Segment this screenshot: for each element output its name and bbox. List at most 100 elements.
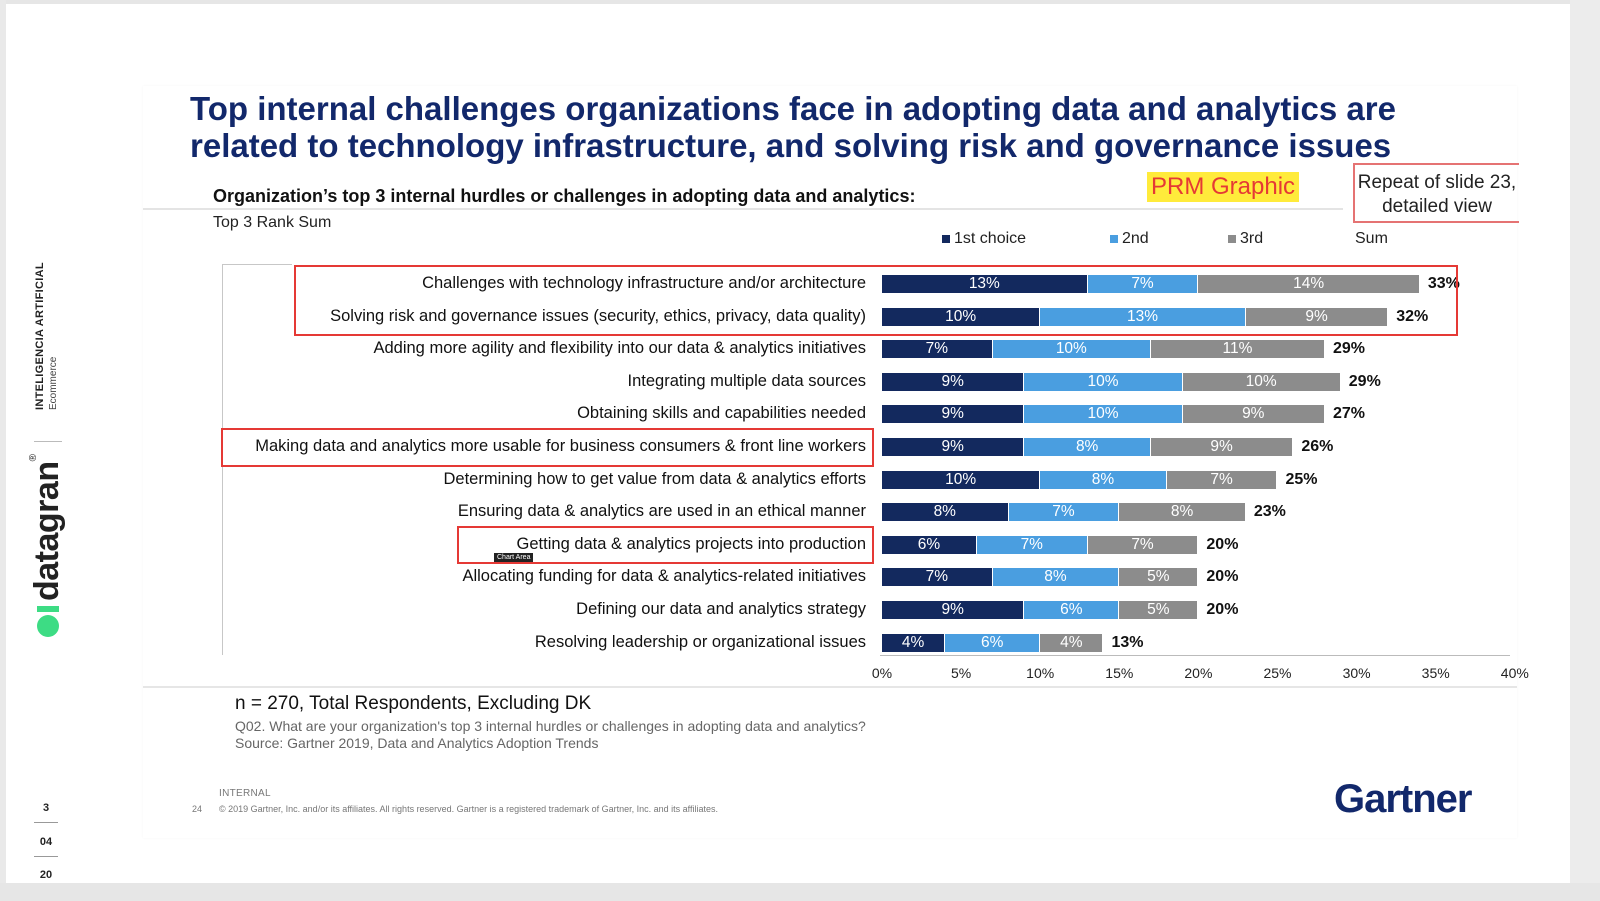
bar-segment: 6% (945, 633, 1041, 652)
bar-segment: 8% (1040, 470, 1167, 489)
bar-segment: 9% (882, 405, 1025, 424)
bar-segment: 6% (882, 535, 977, 554)
question-note: Q02. What are your organization's top 3 … (235, 718, 866, 734)
category-label: Obtaining skills and capabilities needed (577, 404, 866, 423)
gartner-logo: Gartner (1334, 777, 1472, 821)
internal-label: INTERNAL (219, 788, 271, 799)
bar-segment: 5% (1119, 568, 1199, 587)
screen-frame-left (0, 0, 6, 901)
x-tick-label: 25% (1263, 665, 1292, 681)
bar-segment: 8% (1119, 503, 1246, 522)
copyright-text: © 2019 Gartner, Inc. and/or its affiliat… (219, 804, 719, 814)
bar-segment: 9% (1150, 438, 1294, 456)
page-number-divider (34, 822, 58, 823)
x-tick-label: 35% (1421, 665, 1450, 681)
slide-number: 24 (192, 804, 203, 814)
bar-segment: 5% (1119, 601, 1199, 619)
legend-item-second: 2nd (1110, 230, 1149, 248)
bar-sum-label: 23% (1253, 503, 1286, 521)
category-label: Integrating multiple data sources (627, 371, 866, 390)
category-label: Ensuring data & analytics are used in an… (457, 502, 866, 521)
prm-graphic-label: PRM Graphic (1147, 172, 1300, 202)
bar-segment: 10% (882, 470, 1041, 489)
source-note: Source: Gartner 2019, Data and Analytics… (235, 735, 599, 751)
bar-segment: 7% (976, 535, 1088, 554)
legend-sum-label: Sum (1355, 230, 1388, 248)
bar-segment: 11% (1150, 340, 1325, 359)
x-tick-label: 30% (1342, 665, 1371, 681)
bar-segment: 7% (882, 340, 993, 359)
category-label: Challenges with technology infrastructur… (422, 274, 866, 292)
bar-sum-label: 25% (1285, 470, 1318, 488)
bar-sum-label: 20% (1206, 601, 1239, 618)
bar-segment: 10% (882, 307, 1041, 326)
highlight-box (294, 265, 1458, 337)
repeat-slide-note-text: Repeat of slide 23, detailed view (1357, 172, 1517, 217)
category-label: Defining our data and analytics strategy (576, 600, 866, 618)
highlight-box (221, 428, 874, 467)
legend-label-second: 2nd (1122, 230, 1149, 247)
bar-segment: 13% (882, 275, 1088, 293)
bar-segment: 10% (1024, 405, 1183, 424)
bar-segment: 7% (1087, 275, 1199, 293)
bar-segment: 10% (1182, 372, 1341, 391)
screen-frame-right (1570, 0, 1600, 901)
screen-frame-bottom (0, 883, 1600, 901)
bar-segment: 10% (1024, 372, 1183, 391)
bar-segment: 8% (1024, 438, 1151, 456)
category-label: Getting data & analytics projects into p… (516, 534, 866, 553)
page-number-total: 20 (39, 869, 53, 881)
sidebar-caption-line1: INTELIGENCIA ARTIFICIAL (34, 262, 46, 410)
x-tick-label: 20% (1184, 665, 1213, 681)
footer-rule (143, 686, 1517, 688)
legend-swatch-third (1228, 235, 1236, 243)
legend-label-first: 1st choice (954, 230, 1027, 247)
screen-frame-top (0, 0, 1600, 4)
bar-segment: 8% (992, 568, 1120, 587)
bar-segment: 9% (882, 372, 1025, 391)
x-tick-label: 15% (1105, 665, 1134, 681)
legend-item-third: 3rd (1228, 230, 1263, 248)
brand-logo: datagran ® (28, 454, 67, 637)
brand-registered-mark: ® (28, 454, 39, 462)
bar-segment: 4% (882, 633, 946, 652)
bar-sum-label: 29% (1348, 372, 1381, 390)
bar-segment: 7% (1087, 535, 1199, 554)
legend-label-third: 3rd (1240, 230, 1264, 247)
x-tick-label: 40% (1500, 665, 1529, 681)
bar-sum-label: 20% (1206, 568, 1239, 586)
chart-area-tooltip: Chart Area (494, 553, 534, 562)
bar-segment: 4% (1040, 633, 1104, 652)
respondents-note: n = 270, Total Respondents, Excluding DK (235, 693, 592, 714)
bar-segment: 13% (1040, 307, 1246, 326)
slide-title: Top internal challenges organizations fa… (190, 90, 1396, 164)
bar-segment: 8% (882, 503, 1009, 522)
bar-segment: 10% (992, 340, 1151, 359)
category-label: Resolving leadership or organizational i… (534, 632, 866, 651)
chart-x-axis (880, 655, 1510, 656)
category-label: Solving risk and governance issues (secu… (330, 306, 866, 325)
rank-sum-label: Top 3 Rank Sum (213, 214, 332, 231)
brand-dot-icon (36, 615, 59, 637)
bar-sum-label: 27% (1332, 405, 1365, 423)
category-label: Adding more agility and flexibility into… (373, 339, 866, 358)
chart-y-axis-cap (222, 264, 292, 265)
category-label: Making data and analytics more usable fo… (255, 437, 866, 455)
bar-segment: 7% (1166, 470, 1278, 489)
chart-subtitle: Organization’s top 3 internal hurdles or… (213, 186, 916, 206)
x-tick-label: 0% (871, 665, 893, 681)
category-label: Allocating funding for data & analytics-… (462, 567, 866, 586)
sidebar-caption: INTELIGENCIA ARTIFICIAL Ecommerce (34, 262, 59, 410)
slide-canvas (143, 86, 1517, 838)
subtitle-rule (143, 208, 1343, 210)
page-number-middle: 04 (39, 836, 53, 848)
bar-segment: 9% (1245, 307, 1389, 326)
bar-segment: 9% (882, 601, 1025, 619)
page-number-current: 3 (42, 802, 50, 814)
sum-column-label: Sum (1355, 230, 1388, 247)
bar-segment: 7% (1008, 503, 1120, 522)
legend-swatch-second (1110, 235, 1118, 243)
highlight-box (457, 525, 874, 565)
bar-sum-label: 32% (1396, 307, 1429, 325)
category-label: Determining how to get value from data &… (443, 469, 867, 488)
